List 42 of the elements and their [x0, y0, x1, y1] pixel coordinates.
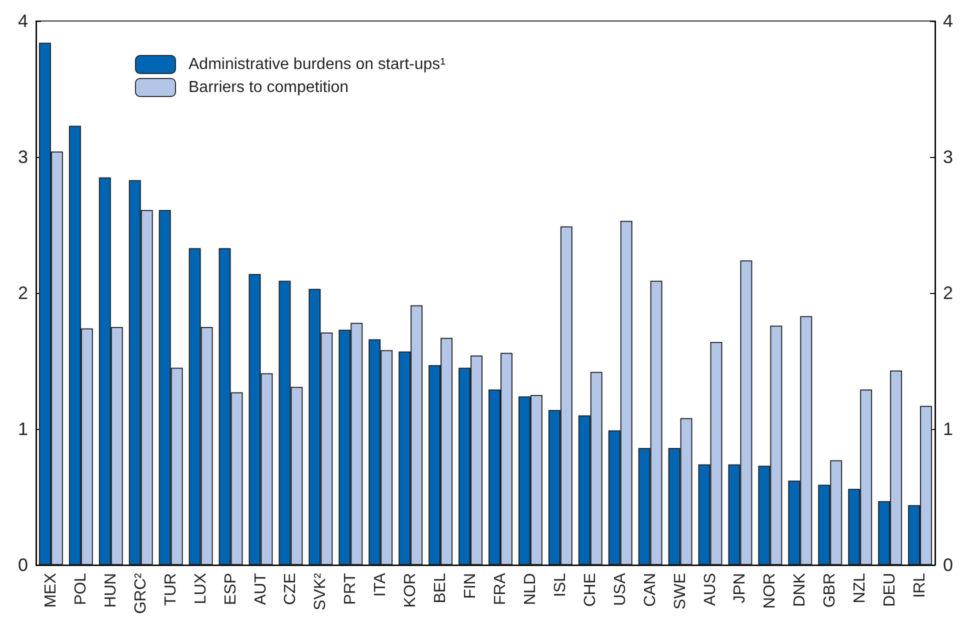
x-tick-label: TUR — [162, 573, 180, 606]
y2-tick-label: 2 — [943, 283, 954, 303]
y2-tick-label: 3 — [943, 147, 954, 167]
x-tick-label: POL — [72, 572, 90, 606]
x-tick-label: PRT — [342, 572, 360, 605]
x-tick-label: NLD — [522, 573, 539, 606]
x-tick-label: KOR — [402, 573, 420, 608]
y2-tick-label: 4 — [943, 11, 954, 31]
x-tick-label: AUT — [252, 572, 270, 605]
x-tick-label: AUS — [702, 573, 719, 606]
y-tick-label: 1 — [18, 419, 28, 439]
x-tick-label: ESP — [222, 573, 240, 606]
y-tick-label: 4 — [18, 11, 28, 31]
x-tick-label: CHE — [582, 573, 599, 607]
x-tick-label: DEU — [882, 573, 899, 607]
legend-label: Barriers to competition — [188, 79, 349, 96]
x-tick-label: DNK — [792, 572, 809, 607]
x-tick-label: NOR — [762, 573, 779, 609]
x-tick-label: ISL — [552, 572, 569, 598]
y-tick-label: 0 — [18, 555, 28, 575]
x-tick-label: ITA — [372, 572, 390, 597]
x-tick-label: BEL — [432, 572, 450, 604]
x-tick-label: JPN — [732, 573, 749, 604]
x-tick-label: MEX — [42, 572, 60, 608]
x-tick-label: GBR — [822, 573, 839, 608]
x-tick-label: SVK² — [312, 572, 330, 610]
legend-label: Administrative burdens on start-ups¹ — [188, 56, 446, 73]
x-tick-label: CZE — [282, 573, 300, 605]
x-tick-label: IRL — [912, 572, 929, 598]
x-tick-label: GRC² — [132, 572, 150, 614]
y-tick-label: 3 — [18, 147, 28, 167]
x-tick-label: NZL — [852, 572, 869, 604]
x-tick-label: HUN — [102, 573, 120, 608]
y-tick-label: 2 — [18, 283, 28, 303]
x-tick-label: CAN — [642, 573, 659, 607]
x-tick-label: LUX — [192, 572, 210, 604]
x-tick-label: SWE — [672, 573, 689, 610]
x-tick-label: FIN — [462, 573, 480, 599]
y2-tick-label: 1 — [943, 419, 954, 439]
x-tick-label: USA — [612, 572, 629, 606]
x-tick-label: FRA — [492, 572, 509, 605]
y2-tick-label: 0 — [943, 555, 954, 575]
